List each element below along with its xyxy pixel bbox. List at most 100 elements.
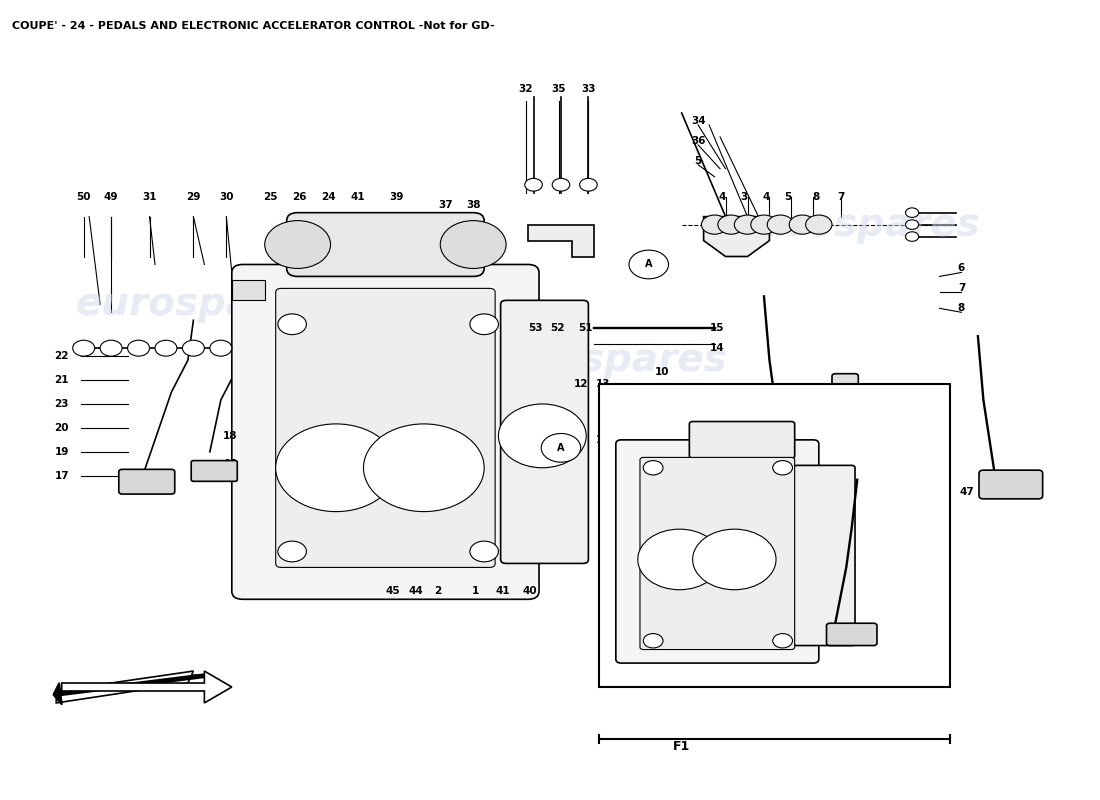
FancyBboxPatch shape bbox=[826, 623, 877, 646]
Text: 11: 11 bbox=[595, 435, 609, 445]
Text: 37: 37 bbox=[439, 200, 453, 210]
Circle shape bbox=[276, 424, 396, 512]
FancyBboxPatch shape bbox=[232, 265, 539, 599]
Circle shape bbox=[768, 215, 793, 234]
Circle shape bbox=[470, 314, 498, 334]
Text: 5: 5 bbox=[784, 192, 792, 202]
Text: 23: 23 bbox=[55, 399, 69, 409]
Text: 46: 46 bbox=[222, 458, 236, 469]
Text: 33: 33 bbox=[581, 84, 596, 94]
Circle shape bbox=[644, 634, 663, 648]
Text: 31: 31 bbox=[142, 192, 157, 202]
FancyBboxPatch shape bbox=[287, 213, 484, 277]
Text: 48: 48 bbox=[845, 466, 859, 477]
Circle shape bbox=[751, 215, 777, 234]
Text: 32: 32 bbox=[518, 84, 534, 94]
Circle shape bbox=[278, 314, 307, 334]
Text: 53: 53 bbox=[528, 323, 543, 334]
Text: 39: 39 bbox=[389, 192, 404, 202]
Circle shape bbox=[629, 250, 669, 279]
Text: 14: 14 bbox=[710, 343, 724, 353]
Text: 10: 10 bbox=[654, 367, 669, 377]
Polygon shape bbox=[62, 671, 232, 703]
Text: 47: 47 bbox=[959, 486, 975, 497]
Text: 4: 4 bbox=[718, 192, 726, 202]
Text: 41: 41 bbox=[495, 586, 510, 596]
FancyBboxPatch shape bbox=[640, 458, 794, 650]
Circle shape bbox=[644, 461, 663, 475]
Circle shape bbox=[552, 178, 570, 191]
FancyBboxPatch shape bbox=[832, 374, 858, 434]
Polygon shape bbox=[56, 671, 194, 703]
Circle shape bbox=[183, 340, 205, 356]
Circle shape bbox=[805, 215, 832, 234]
Text: 25: 25 bbox=[263, 192, 277, 202]
FancyBboxPatch shape bbox=[600, 384, 950, 687]
Text: 30: 30 bbox=[219, 192, 233, 202]
Text: 34: 34 bbox=[691, 116, 705, 126]
Circle shape bbox=[735, 215, 761, 234]
FancyBboxPatch shape bbox=[276, 288, 495, 567]
Text: 28: 28 bbox=[252, 287, 266, 298]
Circle shape bbox=[693, 529, 776, 590]
Text: 4: 4 bbox=[762, 192, 770, 202]
Circle shape bbox=[440, 221, 506, 269]
Circle shape bbox=[638, 529, 722, 590]
Text: 16: 16 bbox=[566, 435, 582, 445]
Circle shape bbox=[128, 340, 150, 356]
Text: 15: 15 bbox=[710, 323, 724, 334]
Text: 22: 22 bbox=[55, 351, 69, 361]
Text: 45: 45 bbox=[386, 586, 400, 596]
Text: 52: 52 bbox=[550, 323, 565, 334]
Text: 2: 2 bbox=[434, 586, 442, 596]
Circle shape bbox=[772, 634, 792, 648]
Text: 44: 44 bbox=[409, 586, 424, 596]
Circle shape bbox=[718, 215, 745, 234]
Polygon shape bbox=[704, 217, 769, 257]
Circle shape bbox=[525, 178, 542, 191]
Text: 19: 19 bbox=[55, 447, 69, 457]
Text: COUPE' - 24 - PEDALS AND ELECTRONIC ACCELERATOR CONTROL -Not for GD-: COUPE' - 24 - PEDALS AND ELECTRONIC ACCE… bbox=[12, 22, 495, 31]
Text: 21: 21 bbox=[55, 375, 69, 385]
Text: 7: 7 bbox=[837, 192, 845, 202]
FancyBboxPatch shape bbox=[500, 300, 588, 563]
Circle shape bbox=[73, 340, 95, 356]
Text: 42: 42 bbox=[845, 423, 859, 433]
Text: 1: 1 bbox=[472, 586, 478, 596]
Text: 5: 5 bbox=[694, 156, 702, 166]
Text: 49: 49 bbox=[103, 192, 119, 202]
Text: 41: 41 bbox=[351, 192, 365, 202]
Text: 8: 8 bbox=[958, 303, 965, 314]
Text: 18: 18 bbox=[222, 431, 236, 441]
Circle shape bbox=[905, 208, 918, 218]
Circle shape bbox=[363, 424, 484, 512]
Circle shape bbox=[541, 434, 581, 462]
Circle shape bbox=[772, 461, 792, 475]
Text: 1: 1 bbox=[914, 654, 921, 664]
FancyBboxPatch shape bbox=[616, 440, 818, 663]
FancyBboxPatch shape bbox=[786, 463, 856, 495]
Text: 50: 50 bbox=[76, 192, 91, 202]
Text: 7: 7 bbox=[958, 283, 965, 294]
Text: 40: 40 bbox=[522, 586, 538, 596]
FancyBboxPatch shape bbox=[793, 466, 855, 646]
Text: 12: 12 bbox=[573, 379, 588, 389]
Polygon shape bbox=[528, 225, 594, 257]
Circle shape bbox=[210, 340, 232, 356]
Circle shape bbox=[498, 404, 586, 468]
FancyBboxPatch shape bbox=[979, 470, 1043, 499]
Text: A: A bbox=[558, 443, 564, 453]
Circle shape bbox=[789, 215, 815, 234]
FancyBboxPatch shape bbox=[690, 422, 794, 458]
Text: 9: 9 bbox=[793, 391, 801, 401]
Text: 3: 3 bbox=[804, 542, 812, 553]
Text: 51: 51 bbox=[578, 323, 593, 334]
Text: 27: 27 bbox=[296, 303, 310, 314]
Text: 17: 17 bbox=[54, 470, 69, 481]
Text: 20: 20 bbox=[55, 423, 69, 433]
Text: 35: 35 bbox=[551, 84, 566, 94]
Text: eurospares: eurospares bbox=[735, 206, 980, 244]
Text: 13: 13 bbox=[595, 379, 609, 389]
Text: 36: 36 bbox=[691, 136, 705, 146]
Text: 6: 6 bbox=[958, 263, 965, 274]
